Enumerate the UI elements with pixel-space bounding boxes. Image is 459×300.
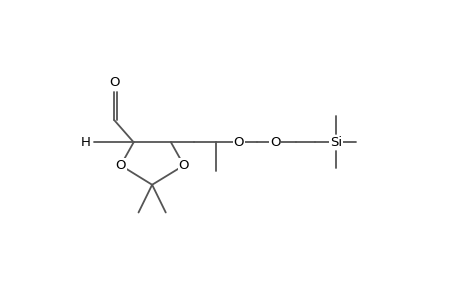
Text: Si: Si: [330, 136, 341, 149]
Text: O: O: [109, 76, 119, 89]
Text: H: H: [80, 136, 90, 149]
Text: O: O: [233, 136, 244, 149]
Text: O: O: [178, 159, 189, 172]
Text: O: O: [269, 136, 280, 149]
Text: O: O: [115, 159, 126, 172]
